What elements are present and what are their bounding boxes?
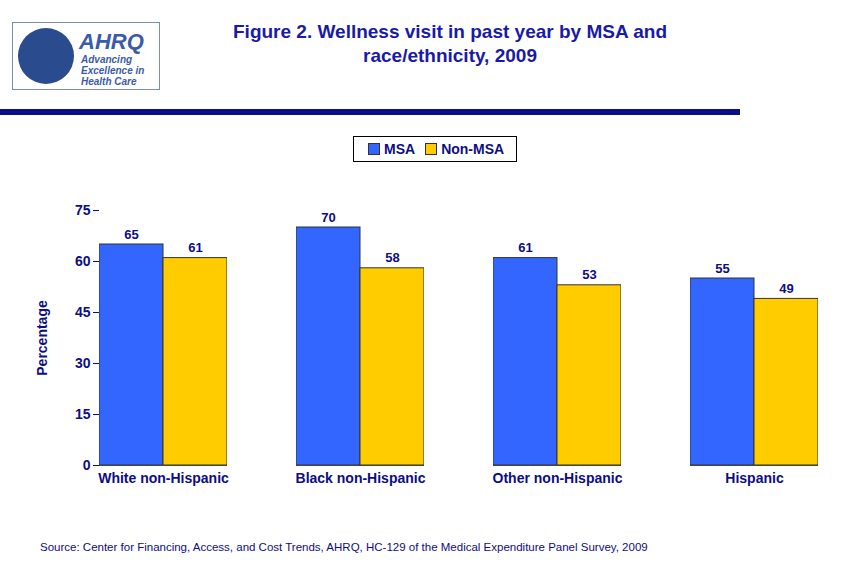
svg-text:45: 45 <box>75 304 91 320</box>
svg-text:55: 55 <box>715 261 729 276</box>
html-text:Advancing Excellence in Health: Advancing Excellence in Health Care <box>81 54 145 87</box>
svg-text:58: 58 <box>385 250 399 265</box>
svg-text:60: 60 <box>75 253 91 269</box>
html-text:Figure 2. Wellness visit in pa: Figure 2. Wellness visit in past year by… <box>233 21 667 66</box>
svg-text:0: 0 <box>83 457 91 473</box>
html-text:Source: Center for Financing,: Source: Center for Financing, Access, an… <box>40 541 648 553</box>
svg-text:Hispanic: Hispanic <box>725 470 784 486</box>
svg-text:Black non-Hispanic: Black non-Hispanic <box>296 470 426 486</box>
svg-text:75: 75 <box>75 202 91 218</box>
svg-text:61: 61 <box>518 240 532 255</box>
svg-text:Percentage: Percentage <box>34 300 50 376</box>
svg-text:Other non-Hispanic: Other non-Hispanic <box>493 470 623 486</box>
svg-text:70: 70 <box>321 210 335 225</box>
svg-text:49: 49 <box>779 281 793 296</box>
svg-text:61: 61 <box>188 240 202 255</box>
html-text:MSA: MSA <box>384 141 416 157</box>
svg-text:15: 15 <box>75 406 91 422</box>
html-text:Non-MSA: Non-MSA <box>441 141 505 157</box>
svg-text:30: 30 <box>75 355 91 371</box>
html-text:AHRQ: AHRQ <box>79 29 144 54</box>
svg-text:53: 53 <box>582 267 596 282</box>
svg-text:White non-Hispanic: White non-Hispanic <box>98 470 229 486</box>
svg-text:65: 65 <box>124 227 138 242</box>
